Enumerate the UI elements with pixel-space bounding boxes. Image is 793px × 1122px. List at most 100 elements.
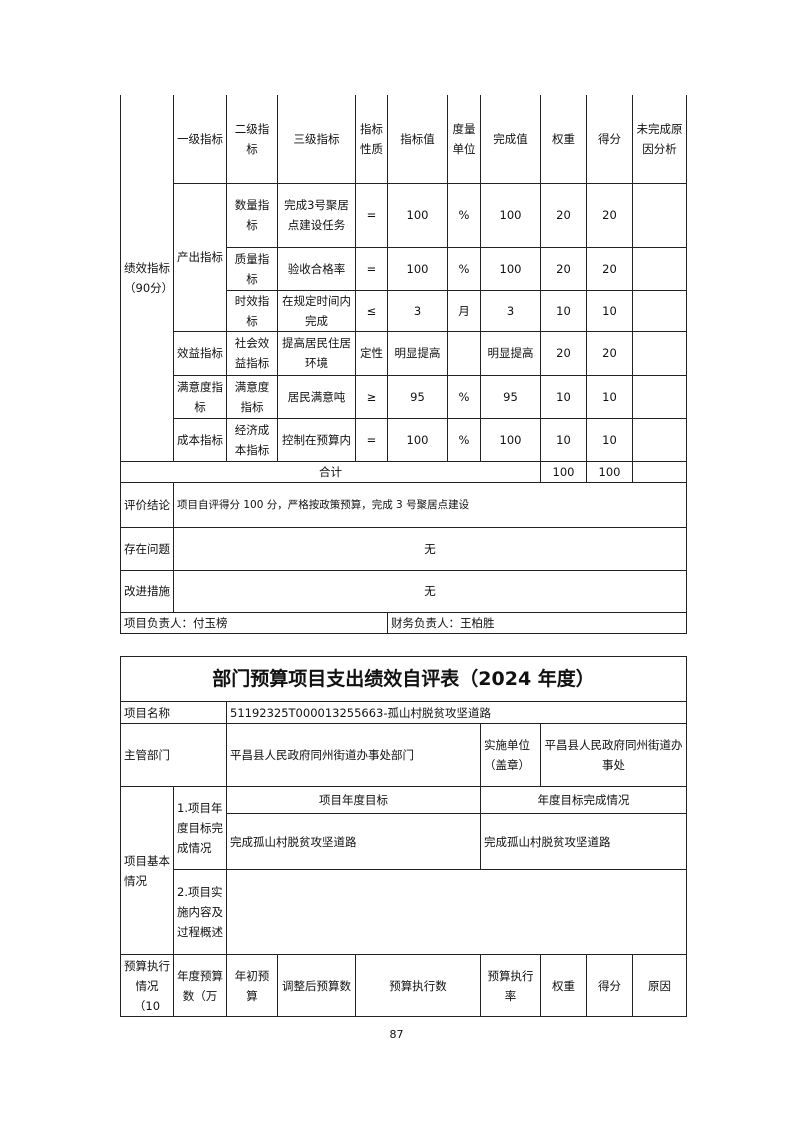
budget-header: 调整后预算数 xyxy=(277,954,356,1017)
done-value: 完成孤山村脱贫攻坚道路 xyxy=(479,813,688,870)
header-cell: 得分 xyxy=(586,95,633,184)
level3-cell: 完成3号聚居点建设任务 xyxy=(277,182,356,248)
level2-cell: 社会效益指标 xyxy=(226,330,278,376)
level2-cell: 经济成本指标 xyxy=(226,417,278,462)
impl-unit-value: 平昌县人民政府同州街道办事处 xyxy=(539,723,688,787)
conclusion-row: 评价结论 项目自评得分 100 分，严格按政策预算，完成 3 号聚居点建设 xyxy=(120,481,687,528)
level1-cell: 成本指标 xyxy=(173,417,227,462)
target-cell: 100 xyxy=(387,182,448,248)
content-value xyxy=(225,869,688,955)
basic-info-label: 项目基本情况 xyxy=(120,786,174,955)
level3-cell: 在规定时间内完成 xyxy=(277,289,356,332)
header-cell: 完成值 xyxy=(480,95,541,184)
dept-value: 平昌县人民政府同州街道办事处部门 xyxy=(226,723,481,787)
weight-cell: 20 xyxy=(540,246,587,291)
table-row: 产出指标 数量指标 完成3号聚居点建设任务 = 100 % 100 20 20 xyxy=(121,182,687,332)
header-cell: 一级指标 xyxy=(173,95,227,184)
project-name-label: 项目名称 xyxy=(120,701,227,724)
score-cell: 20 xyxy=(586,330,633,376)
level1-cell: 满意度指标 xyxy=(173,374,227,419)
budget-header: 预算执行情况（10 xyxy=(120,954,174,1017)
self-evaluation-form: 部门预算项目支出绩效自评表（2024 年度） 项目名称 51192325T000… xyxy=(119,656,688,1017)
problems-label: 存在问题 xyxy=(120,526,174,571)
actual-cell: 3 xyxy=(480,289,541,332)
nature-cell: ≤ xyxy=(355,289,388,332)
level3-cell: 居民满意吨 xyxy=(277,374,356,419)
reason-cell xyxy=(632,330,687,376)
header-cell: 度量单位 xyxy=(447,95,481,184)
actual-cell: 100 xyxy=(480,417,541,462)
project-lead: 项目负责人：付玉榜 xyxy=(120,611,388,634)
total-label: 合计 xyxy=(120,460,541,483)
header-cell: 指标性质 xyxy=(355,95,388,184)
budget-header: 原因 xyxy=(631,954,688,1017)
table-row: 效益指标 社会效益指标 提高居民住居环境 定性 明显提高 明显提高 20 20 xyxy=(121,330,687,376)
header-cell: 未完成原因分析 xyxy=(632,95,687,184)
level2-cell: 时效指标 xyxy=(226,289,278,332)
level2-cell: 质量指标 xyxy=(226,246,278,291)
target-cell: 100 xyxy=(387,417,448,462)
reason-cell xyxy=(632,417,687,462)
actual-cell: 100 xyxy=(480,182,541,248)
header-cell: 权重 xyxy=(540,95,587,184)
goal-header: 项目年度目标 xyxy=(226,786,481,814)
budget-header: 得分 xyxy=(586,954,633,1017)
score-cell: 10 xyxy=(586,417,633,462)
header-cell: 二级指标 xyxy=(226,95,278,184)
budget-header: 年初预算 xyxy=(226,954,278,1017)
goal-label: 1.项目年度目标完成情况 xyxy=(173,786,227,870)
total-score: 100 xyxy=(586,460,633,483)
level1-cell: 效益指标 xyxy=(173,330,227,376)
total-reason xyxy=(632,460,687,483)
budget-header-row: 预算执行情况（10 年度预算数（万 年初预算 调整后预算数 预算执行数 预算执行… xyxy=(120,954,688,1017)
target-cell: 明显提高 xyxy=(387,330,448,376)
actual-cell: 明显提高 xyxy=(480,330,541,376)
header-cell: 三级指标 xyxy=(277,95,356,184)
done-header: 年度目标完成情况 xyxy=(479,786,688,814)
header-row: 绩效指标（90分） 一级指标 二级指标 三级指标 指标性质 指标值 度量单位 完… xyxy=(120,95,687,462)
reason-cell xyxy=(632,246,687,291)
nature-cell: 定性 xyxy=(355,330,388,376)
nature-cell: = xyxy=(355,182,388,248)
level3-cell: 提高居民住居环境 xyxy=(277,330,356,376)
table-row: 满意度指标 满意度指标 居民满意吨 ≥ 95 % 95 10 10 xyxy=(121,374,687,419)
weight-cell: 10 xyxy=(540,374,587,419)
reason-cell xyxy=(632,289,687,332)
level3-cell: 控制在预算内 xyxy=(277,417,356,462)
total-weight: 100 xyxy=(540,460,587,483)
weight-cell: 10 xyxy=(540,289,587,332)
problems-text: 无 xyxy=(173,526,687,571)
section-label: 绩效指标（90分） xyxy=(120,95,174,462)
actual-cell: 95 xyxy=(480,374,541,419)
level2-cell: 数量指标 xyxy=(226,182,278,248)
unit-cell: % xyxy=(447,417,481,462)
content-label: 2.项目实施内容及过程概述 xyxy=(173,869,227,955)
project-name-value: 51192325T000013255663-孤山村脱贫攻坚道路 xyxy=(225,701,688,724)
level1-cell: 产出指标 xyxy=(173,182,227,332)
table-row: 质量指标 验收合格率 = 100 % 100 20 20 xyxy=(121,246,687,291)
weight-cell: 10 xyxy=(540,417,587,462)
performance-indicator-table: 绩效指标（90分） 一级指标 二级指标 三级指标 指标性质 指标值 度量单位 完… xyxy=(120,95,687,634)
target-cell: 95 xyxy=(387,374,448,419)
actual-cell: 100 xyxy=(480,246,541,291)
impl-unit-label: 实施单位（盖章） xyxy=(480,723,541,787)
score-cell: 20 xyxy=(586,182,633,248)
reason-cell xyxy=(632,374,687,419)
score-cell: 10 xyxy=(586,374,633,419)
budget-header: 预算执行率 xyxy=(480,954,541,1017)
score-cell: 10 xyxy=(586,289,633,332)
problems-row: 存在问题 无 xyxy=(120,526,687,571)
unit-cell: % xyxy=(447,182,481,248)
budget-header: 预算执行数 xyxy=(355,954,481,1017)
goal-value: 完成孤山村脱贫攻坚道路 xyxy=(226,813,481,870)
weight-cell: 20 xyxy=(540,330,587,376)
unit-cell: % xyxy=(447,246,481,291)
page-number: 87 xyxy=(389,1028,404,1041)
level3-cell: 验收合格率 xyxy=(277,246,356,291)
improve-text: 无 xyxy=(173,569,687,613)
table-row: 成本指标 经济成本指标 控制在预算内 = 100 % 100 10 10 xyxy=(121,417,687,462)
budget-header: 权重 xyxy=(540,954,587,1017)
budget-header: 年度预算数（万 xyxy=(173,954,227,1017)
score-cell: 20 xyxy=(586,246,633,291)
